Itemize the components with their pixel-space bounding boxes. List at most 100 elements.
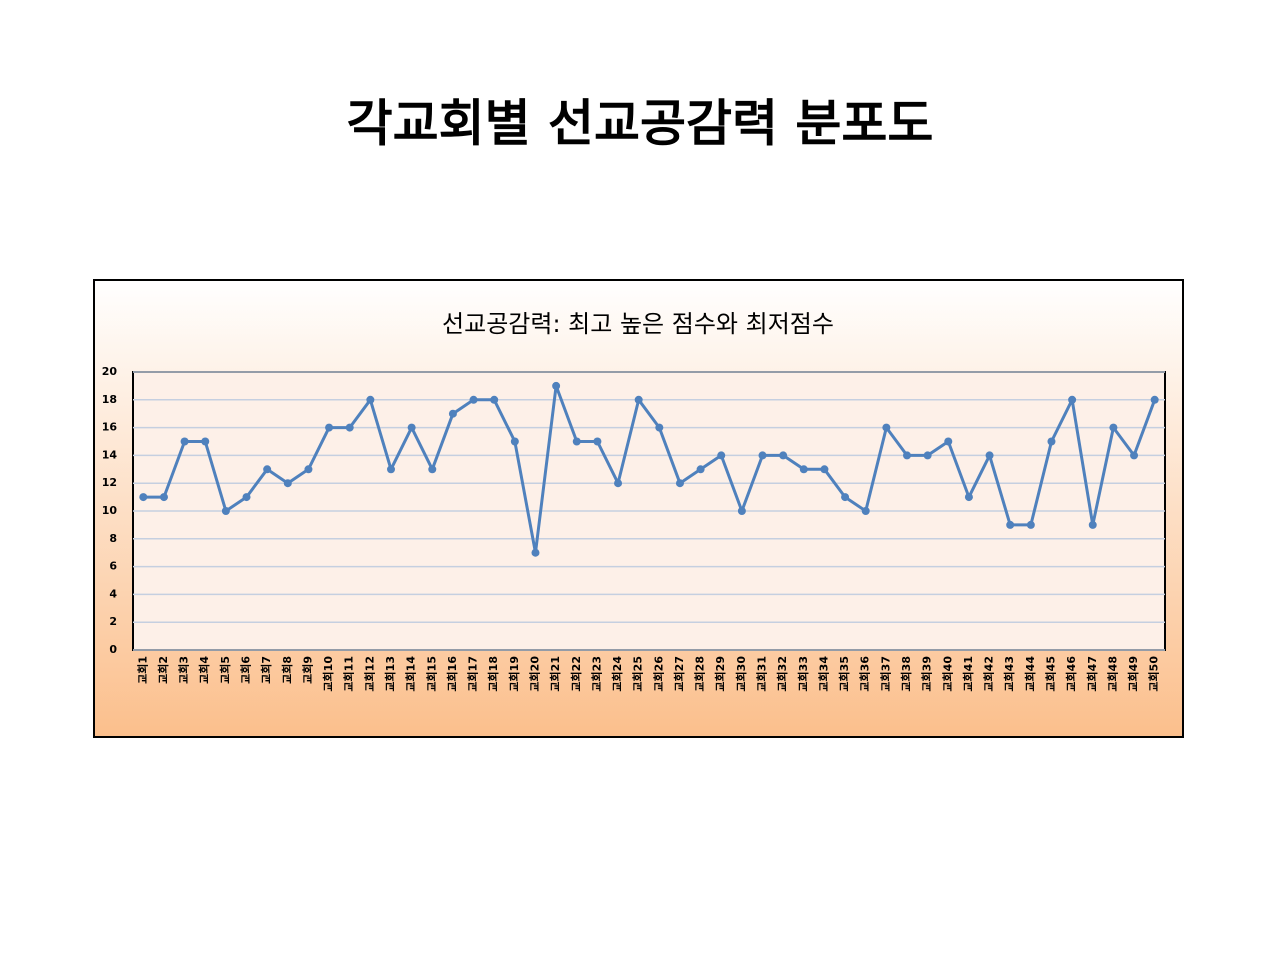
x-tick-label: 교회21	[548, 656, 562, 692]
x-tick-label: 교회16	[445, 656, 459, 692]
x-tick-label: 교회22	[569, 656, 583, 692]
data-point	[882, 423, 891, 432]
chart-content: 0 2 4 6 8 10 12 14 16 18 20 교회1 교회2 교회3 교회4 교회5 교회6 교회7 교회…	[102, 365, 1165, 692]
x-tick-label: 교회12	[362, 656, 376, 692]
data-point	[841, 493, 850, 502]
data-point	[1088, 520, 1097, 529]
x-tick-label: 교회31	[755, 656, 769, 692]
y-tick-label: 16	[102, 421, 118, 434]
data-point	[201, 437, 210, 446]
data-point	[593, 437, 602, 446]
x-tick-label: 교회19	[507, 656, 521, 692]
data-point	[325, 423, 334, 432]
x-tick-label: 교회13	[383, 656, 397, 692]
x-tick-label: 교회47	[1085, 656, 1099, 692]
x-tick-label: 교회43	[1002, 656, 1016, 692]
x-tick-label: 교회2	[156, 656, 170, 684]
data-point	[903, 451, 911, 460]
x-tick-label: 교회14	[404, 656, 418, 692]
data-point	[387, 465, 395, 474]
data-point	[799, 465, 808, 474]
data-point	[758, 451, 767, 460]
data-point	[1068, 395, 1077, 404]
x-tick-label: 교회45	[1043, 656, 1057, 692]
data-point	[366, 395, 375, 404]
y-tick-label: 14	[102, 448, 118, 461]
x-tick-label: 교회27	[672, 656, 686, 692]
x-tick-label: 교회3	[177, 656, 191, 684]
data-point	[531, 548, 540, 557]
x-tick-label: 교회42	[982, 656, 996, 692]
x-tick-label: 교회29	[713, 656, 727, 692]
data-point	[985, 451, 994, 460]
x-tick-label: 교회25	[631, 656, 645, 692]
data-point	[655, 423, 664, 432]
data-point	[428, 465, 437, 474]
x-tick-label: 교회7	[259, 656, 273, 684]
x-tick-label: 교회4	[197, 656, 211, 684]
data-point	[572, 437, 581, 446]
data-point	[139, 493, 148, 502]
data-point	[263, 465, 272, 474]
y-tick-label: 0	[109, 643, 117, 656]
data-point	[923, 451, 932, 460]
x-tick-label: 교회28	[693, 656, 707, 692]
page-title: 각교회별 선교공감력 분포도	[347, 95, 934, 153]
y-tick-label: 18	[102, 393, 117, 406]
x-tick-label: 교회41	[961, 656, 975, 692]
data-point	[614, 479, 623, 488]
data-point	[675, 479, 684, 488]
data-point	[820, 465, 829, 474]
x-tick-label: 교회48	[1105, 656, 1119, 692]
data-point	[510, 437, 519, 446]
data-line	[143, 384, 1157, 555]
data-point	[696, 465, 705, 474]
x-tick-label: 교회26	[651, 656, 665, 692]
x-tick-label: 교회38	[899, 656, 913, 692]
x-tick-label: 교회40	[940, 656, 954, 692]
x-tick-label: 교회17	[466, 656, 480, 692]
x-tick-label: 교회37	[878, 656, 892, 692]
data-point	[304, 465, 313, 474]
x-tick-label: 교회33	[796, 656, 810, 692]
data-point	[242, 493, 251, 502]
y-tick-label: 6	[109, 560, 117, 573]
x-tick-label: 교회49	[1126, 656, 1140, 692]
x-tick-label: 교회11	[342, 656, 356, 692]
x-tick-label: 교회5	[218, 656, 232, 684]
y-tick-label: 12	[102, 476, 117, 489]
x-tick-label: 교회32	[775, 656, 789, 692]
data-point	[159, 493, 168, 502]
data-point	[1047, 437, 1056, 446]
x-tick-label: 교회35	[837, 656, 851, 692]
x-tick-label: 교회46	[1064, 656, 1078, 692]
x-tick-label: 교회30	[734, 656, 748, 692]
y-tick-label: 10	[102, 504, 118, 517]
data-point	[1006, 520, 1015, 529]
data-point	[283, 479, 292, 488]
y-tick-label: 4	[109, 587, 117, 600]
data-point	[737, 507, 746, 515]
data-point	[717, 451, 726, 460]
x-tick-label: 교회6	[239, 656, 253, 684]
data-point	[944, 437, 953, 446]
data-point	[1109, 423, 1118, 432]
chart-title: 선교공감력: 최고 높은 점수와 최저점수	[442, 310, 834, 338]
x-tick-label: 교회8	[280, 656, 294, 684]
data-point	[861, 507, 870, 515]
data-point	[221, 507, 230, 515]
x-tick-label: 교회1	[135, 656, 149, 684]
data-point	[1150, 395, 1159, 404]
data-point	[180, 437, 189, 446]
x-tick-label: 교회15	[424, 656, 438, 692]
x-tick-label: 교회23	[589, 656, 603, 692]
data-point	[964, 493, 973, 502]
y-tick-label: 8	[109, 532, 117, 545]
data-point	[1130, 451, 1139, 460]
x-tick-label: 교회34	[816, 656, 830, 692]
data-point	[779, 451, 788, 460]
x-tick-label: 교회10	[321, 656, 335, 692]
data-point	[490, 395, 499, 404]
